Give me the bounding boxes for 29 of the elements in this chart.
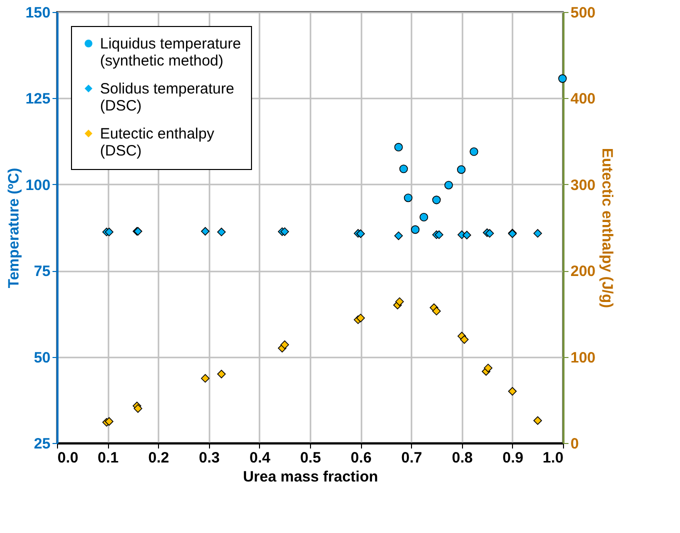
x-tick-label: 0.9 xyxy=(502,450,524,466)
x-tick-label: 0.2 xyxy=(148,450,170,466)
legend-label: Solidus temperature (DSC) xyxy=(100,80,234,114)
x-axis-title: Urea mass fraction xyxy=(242,468,378,486)
x-tick-label: 0.1 xyxy=(98,450,119,466)
legend-label: Liquidus temperature (synthetic method) xyxy=(100,36,241,70)
x-tick-label: 0.7 xyxy=(401,450,422,466)
y-tick-label: 25 xyxy=(34,436,50,452)
x-tick-label: 0.5 xyxy=(300,450,321,466)
x-tick-label: 0.6 xyxy=(350,450,372,466)
legend-label: Eutectic enthalpy (DSC) xyxy=(100,126,215,160)
x-tick-label: 1.0 xyxy=(542,450,564,466)
y-tick-label: 100 xyxy=(25,176,50,194)
x-tick-label: 0.8 xyxy=(452,450,473,466)
y2-tick-label: 200 xyxy=(570,263,596,280)
y2-tick-label: 400 xyxy=(570,90,596,108)
x-tick-label: 0.4 xyxy=(249,450,271,466)
y2-tick-label: 0 xyxy=(570,436,579,452)
y2-tick-label: 300 xyxy=(570,176,596,194)
y2-tick-label: 500 xyxy=(570,4,596,22)
y-tick-label: 75 xyxy=(34,263,50,280)
y2-axis-title: Eutectic enthalpy (J/g) xyxy=(598,148,616,308)
y-axis-title: Temperature (ºC) xyxy=(5,168,22,288)
y-tick-label: 150 xyxy=(25,4,50,22)
y-tick-label: 125 xyxy=(25,90,50,108)
y-tick-label: 50 xyxy=(34,349,50,366)
y2-tick-label: 100 xyxy=(570,349,596,366)
x-tick-label: 0.3 xyxy=(198,450,220,466)
x-tick-label: 0.0 xyxy=(58,450,78,466)
